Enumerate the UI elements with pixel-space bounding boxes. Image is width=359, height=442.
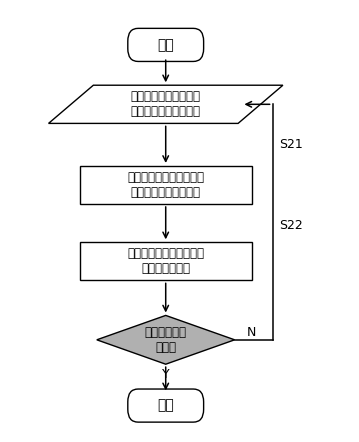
Text: 结束: 结束 [157,399,174,412]
FancyBboxPatch shape [128,28,204,61]
Text: S21: S21 [279,138,303,151]
Text: 确定供热不足时刻并利用
电锅炉向电网购电供热: 确定供热不足时刻并利用 电锅炉向电网购电供热 [127,171,204,199]
Polygon shape [97,316,235,364]
Text: Y: Y [162,368,169,381]
Text: S22: S22 [279,219,303,232]
Text: 开始: 开始 [157,38,174,52]
Text: N: N [247,326,256,339]
FancyBboxPatch shape [128,389,204,422]
Bar [80,166,252,204]
Bar [80,242,252,280]
Polygon shape [48,85,283,123]
Text: 输入热负荷、电负荷、
风电、机组参数等数据: 输入热负荷、电负荷、 风电、机组参数等数据 [131,90,201,118]
Text: 满足供电供热
平衡？: 满足供电供热 平衡？ [145,326,187,354]
Text: 确定弃风时刻并利用电锅
炉进行热电解耦: 确定弃风时刻并利用电锅 炉进行热电解耦 [127,248,204,275]
